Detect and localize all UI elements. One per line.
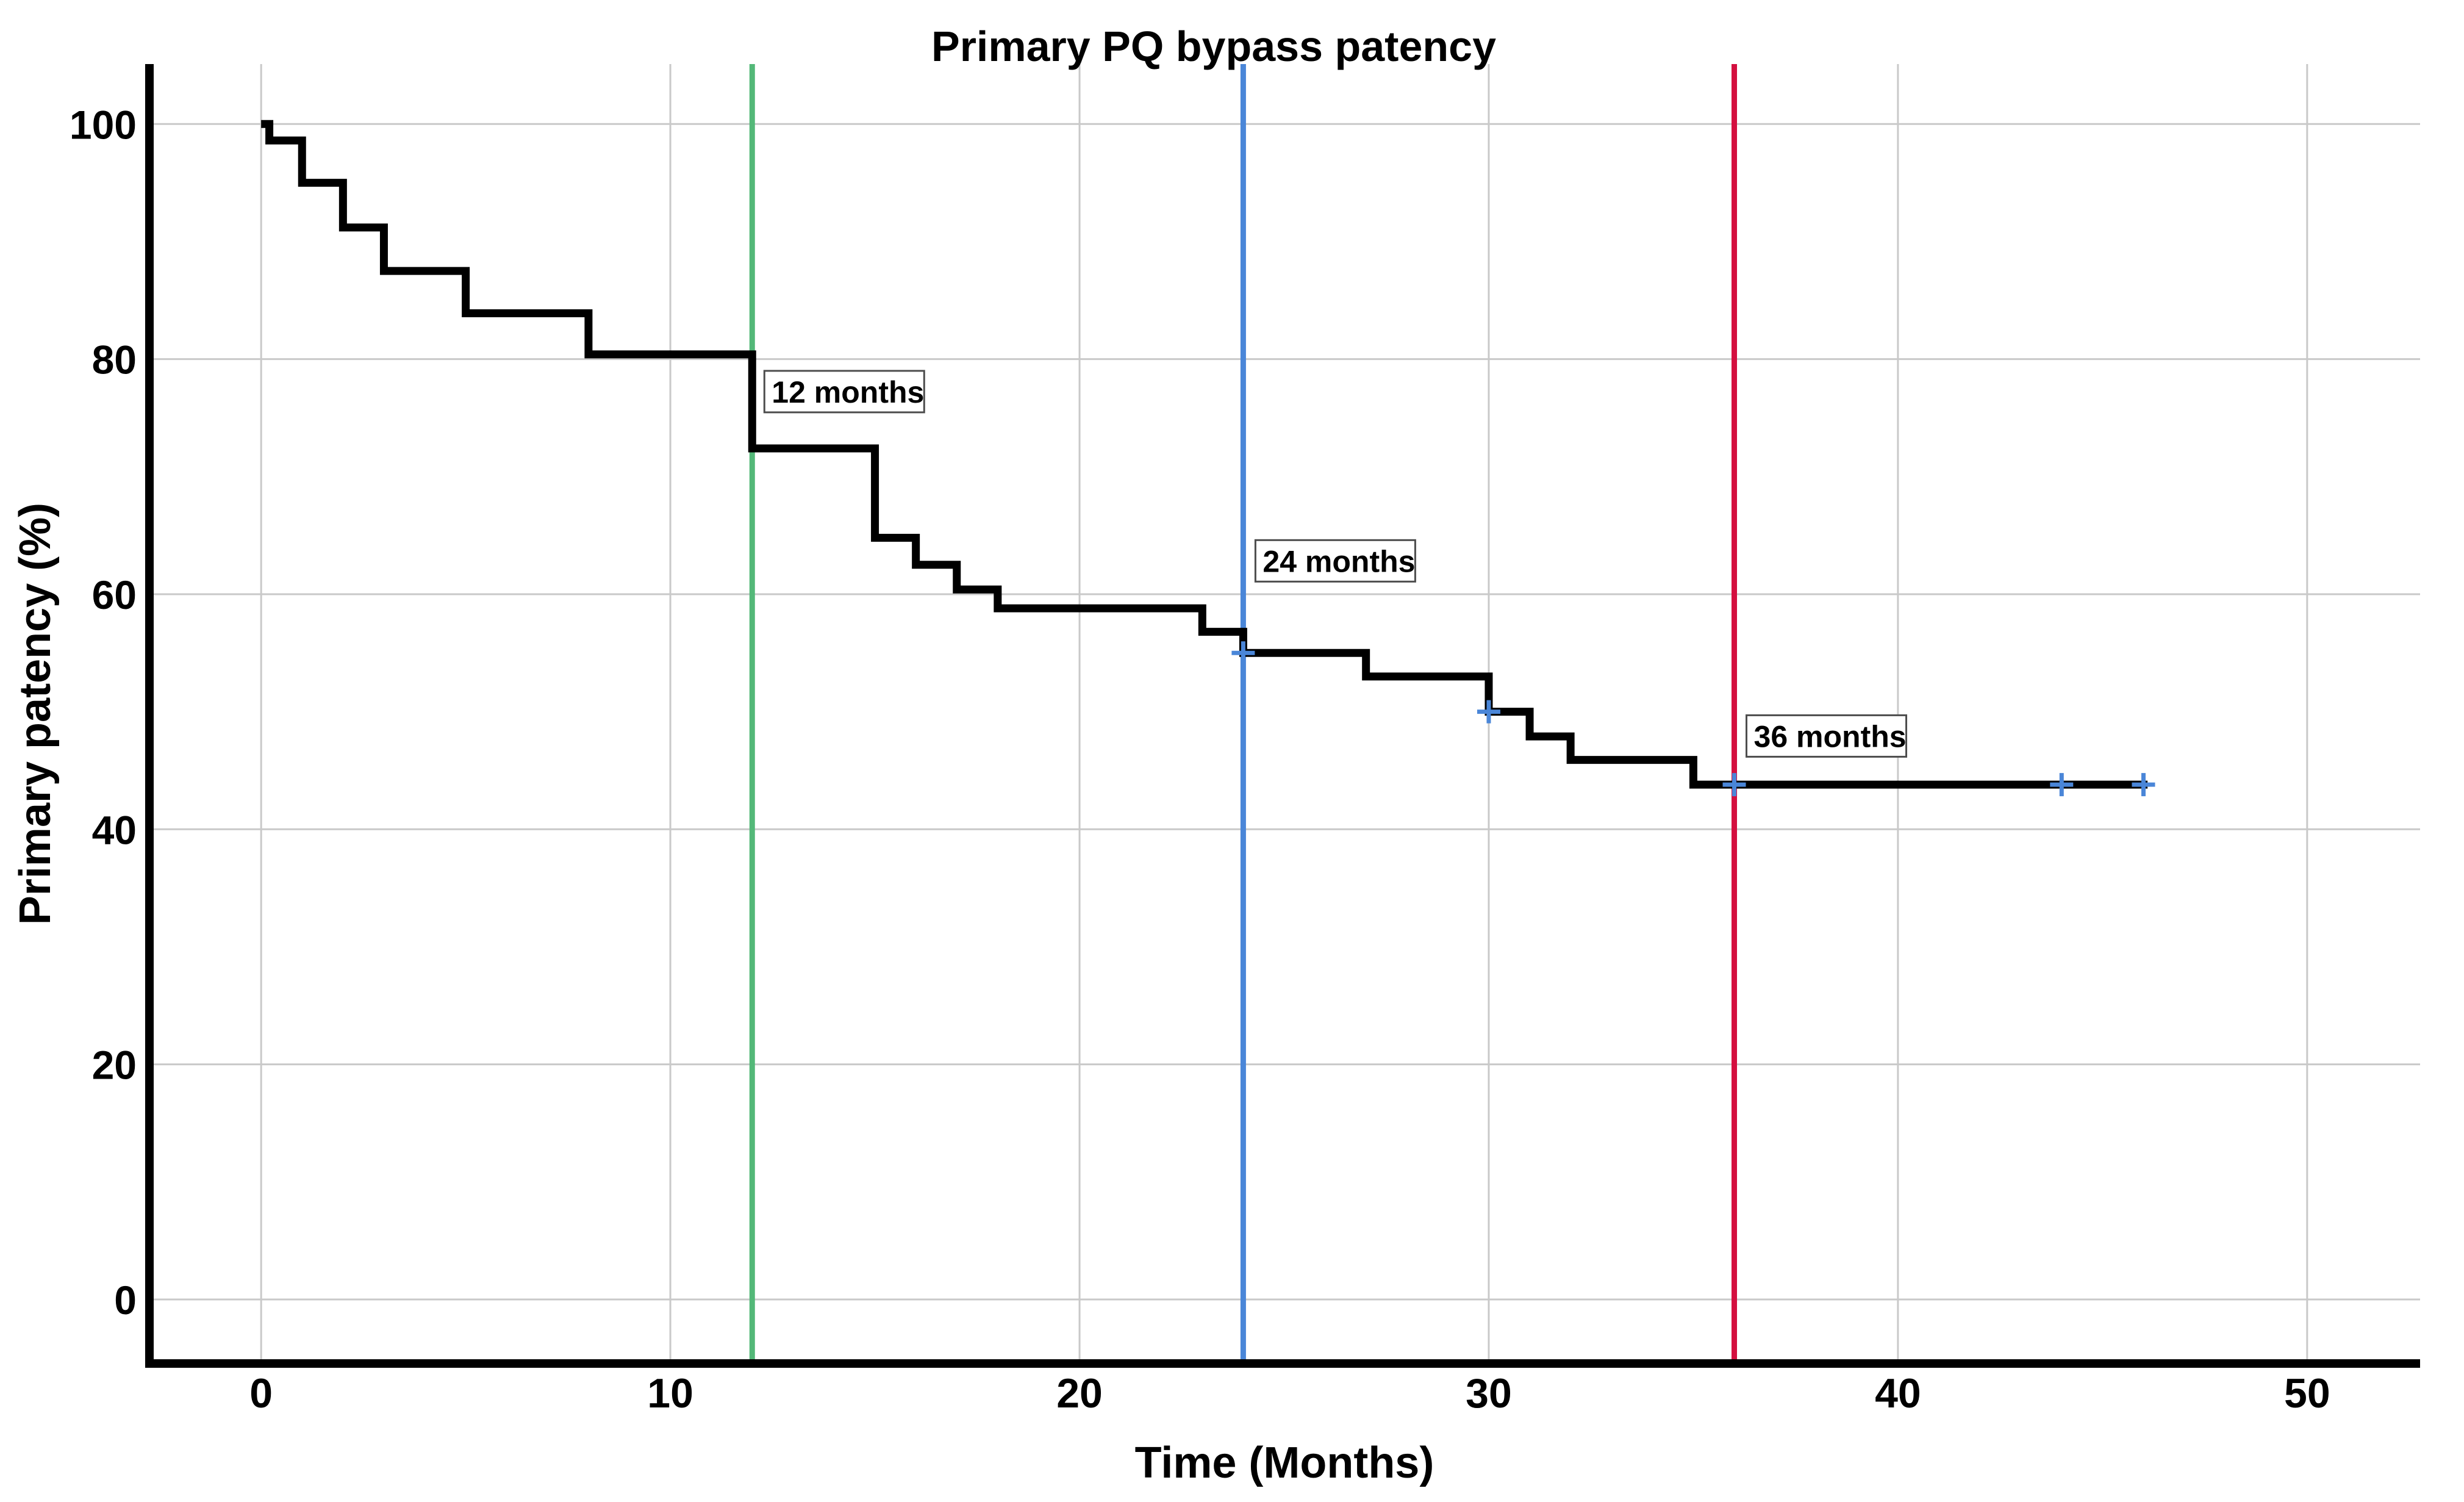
chart-title: Primary PQ bypass patency <box>931 23 1496 70</box>
gridlines <box>149 64 2420 1364</box>
y-tick-label: 20 <box>92 1043 137 1088</box>
censor-marks <box>1231 641 2155 797</box>
annotation-label: 36 months <box>1754 719 1907 753</box>
y-tick-label: 100 <box>70 102 137 147</box>
y-tick-label: 60 <box>92 572 137 617</box>
x-tick-label: 50 <box>2284 1370 2330 1417</box>
x-axis-label: Time (Months) <box>1135 1439 1434 1487</box>
km-step-curve <box>261 120 2148 789</box>
x-tick-label: 30 <box>1466 1370 1512 1417</box>
x-tick-label: 10 <box>647 1370 693 1417</box>
axes <box>145 64 2420 1368</box>
annotation-box-36-months <box>1746 714 1908 758</box>
x-tick-label: 0 <box>249 1370 273 1417</box>
y-axis-label: Primary patency (%) <box>11 503 60 925</box>
tick-labels: 0 10 20 30 40 50 0 20 40 60 80 100 <box>70 102 2330 1417</box>
y-tick-label: 40 <box>92 807 137 852</box>
annotation-label: 12 months <box>772 375 924 409</box>
annotation-box-24-months <box>1254 539 1416 583</box>
x-tick-label: 20 <box>1056 1370 1103 1417</box>
y-tick-label: 80 <box>92 337 137 383</box>
annotation-boxes: 12 months 24 months 36 months <box>763 370 1908 758</box>
x-tick-label: 40 <box>1875 1370 1921 1417</box>
annotation-box-12-months <box>763 370 925 414</box>
reference-lines <box>749 64 1738 1364</box>
annotation-label: 24 months <box>1262 544 1415 578</box>
y-tick-label: 0 <box>114 1277 137 1323</box>
survival-curve <box>261 120 2148 789</box>
